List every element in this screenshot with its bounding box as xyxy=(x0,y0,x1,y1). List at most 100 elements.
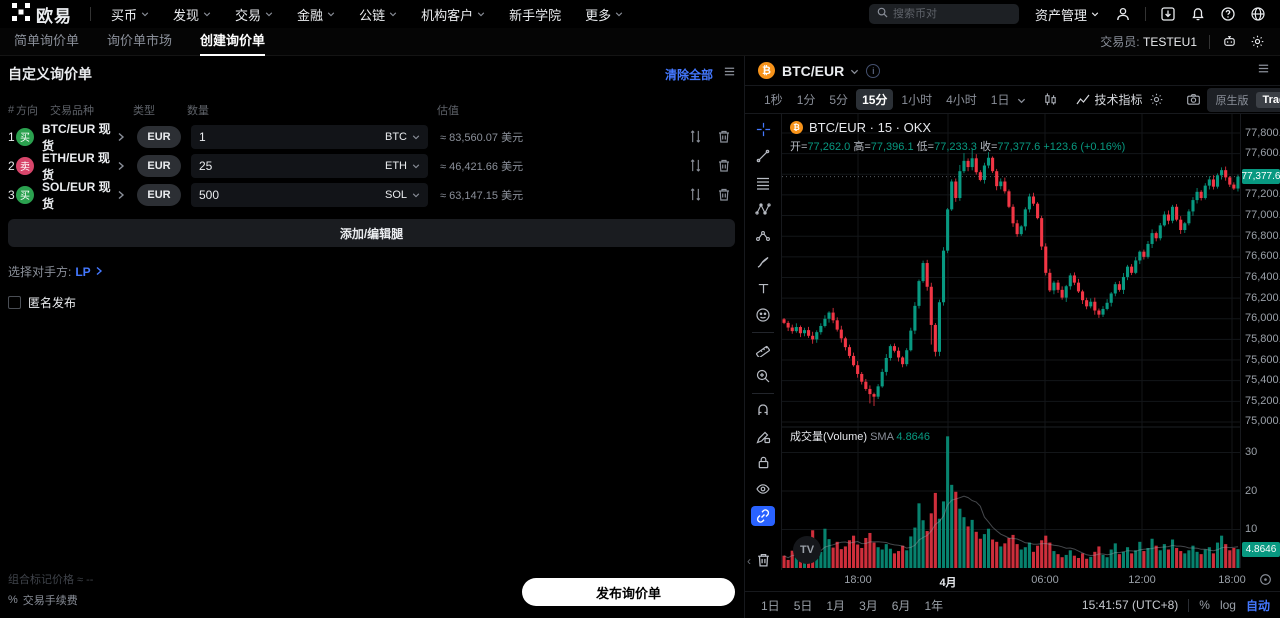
text-tool-icon[interactable] xyxy=(751,279,775,298)
swap-side-icon[interactable] xyxy=(688,187,703,202)
quantity-input[interactable]: 25 ETH xyxy=(191,153,428,178)
menu-buy-crypto[interactable]: 买币 xyxy=(99,5,161,24)
language-globe-icon[interactable] xyxy=(1250,6,1266,22)
brush-tool-icon[interactable] xyxy=(751,252,775,271)
toggle-native[interactable]: 原生版 xyxy=(1215,94,1249,107)
price-axis[interactable]: 77,800.077,600.077,400.077,200.077,000.0… xyxy=(1240,114,1280,568)
asset-management-menu[interactable]: 资产管理 xyxy=(1033,5,1101,24)
pair-selector[interactable]: BTC/EUR 现货 xyxy=(42,121,111,153)
legend-title[interactable]: BTC/EUR · 15 · OKX xyxy=(809,120,932,135)
magnet-tool-icon[interactable] xyxy=(751,400,775,419)
info-icon[interactable]: i xyxy=(866,63,881,78)
tab-create-rfq[interactable]: 创建询价单 xyxy=(186,28,279,56)
range-1y[interactable]: 1年 xyxy=(924,598,944,613)
chevron-down-icon[interactable] xyxy=(850,67,859,75)
remove-drawings-trash-icon[interactable] xyxy=(751,551,775,570)
menu-more[interactable]: 更多 xyxy=(573,5,635,24)
okx-logo[interactable]: 欧易 xyxy=(0,2,82,27)
range-5d[interactable]: 5日 xyxy=(793,598,813,613)
settings-gear-icon[interactable] xyxy=(1250,34,1266,50)
menu-academy[interactable]: 新手学院 xyxy=(509,7,562,23)
log-scale-button[interactable]: log xyxy=(1219,598,1236,612)
collapse-panel-chevron[interactable]: ‹ xyxy=(747,554,751,568)
interval-5m[interactable]: 5分 xyxy=(829,93,849,107)
toggle-tradingview[interactable]: TradingView xyxy=(1255,91,1280,108)
search-input[interactable] xyxy=(892,8,1003,20)
drawing-mode-lock-icon[interactable] xyxy=(751,427,775,446)
menu-finance[interactable]: 金融 xyxy=(285,5,347,24)
tradingview-watermark[interactable]: TV xyxy=(793,536,821,564)
percent-scale-button[interactable]: % xyxy=(1199,598,1210,612)
axis-target-icon[interactable] xyxy=(1259,573,1272,589)
pattern-tool-icon[interactable] xyxy=(751,199,775,218)
anonymous-checkbox[interactable] xyxy=(8,296,21,309)
menu-institutional[interactable]: 机构客户 xyxy=(409,5,497,24)
chevron-right-icon[interactable] xyxy=(95,265,103,279)
unit-select[interactable]: ETH xyxy=(385,160,420,172)
sync-link-tool-icon[interactable] xyxy=(751,506,775,526)
auto-scale-button[interactable]: 自动 xyxy=(1245,598,1270,613)
time-axis[interactable]: 18:00 4月 06:00 12:00 18:00 xyxy=(745,570,1280,592)
bot-icon[interactable] xyxy=(1222,34,1238,50)
download-app-icon[interactable] xyxy=(1160,6,1176,22)
emoji-tool-icon[interactable] xyxy=(751,305,775,324)
range-1m[interactable]: 1月 xyxy=(826,598,846,613)
pair-selector[interactable]: ETH/EUR 现货 xyxy=(42,150,111,182)
publish-rfq-button[interactable]: 发布询价单 xyxy=(522,578,735,606)
indicators-button[interactable]: 技术指标 xyxy=(1076,91,1143,108)
candlestick-plot[interactable] xyxy=(782,114,1240,568)
delete-leg-icon[interactable] xyxy=(717,187,732,202)
prediction-tool-icon[interactable] xyxy=(751,226,775,245)
chevron-right-icon[interactable] xyxy=(117,161,125,171)
clock-utc[interactable]: 15:41:57 (UTC+8) xyxy=(1081,598,1179,612)
interval-1h[interactable]: 1小时 xyxy=(901,93,933,107)
fib-lines-tool-icon[interactable] xyxy=(751,173,775,192)
interval-1d[interactable]: 1日 xyxy=(990,93,1010,107)
unit-select[interactable]: SOL xyxy=(385,189,420,201)
chevron-right-icon[interactable] xyxy=(117,190,125,200)
delete-leg-icon[interactable] xyxy=(717,129,732,144)
swap-side-icon[interactable] xyxy=(688,129,703,144)
unit-select[interactable]: BTC xyxy=(385,131,420,143)
pair-selector[interactable]: SOL/EUR 现货 xyxy=(42,179,111,211)
chart-settings-gear-icon[interactable] xyxy=(1149,92,1164,108)
tab-simple-rfq[interactable]: 简单询价单 xyxy=(14,32,80,48)
range-1d[interactable]: 1日 xyxy=(761,598,780,613)
help-icon[interactable] xyxy=(1220,6,1236,22)
crosshair-cursor-icon[interactable] xyxy=(751,120,775,139)
menu-discover[interactable]: 发现 xyxy=(161,5,223,24)
menu-trade[interactable]: 交易 xyxy=(223,5,285,24)
quantity-input[interactable]: 500 SOL xyxy=(191,182,428,207)
delete-leg-icon[interactable] xyxy=(717,158,732,173)
list-menu-icon[interactable] xyxy=(723,65,736,83)
add-edit-legs-button[interactable]: 添加/编辑腿 xyxy=(8,219,735,247)
lock-drawings-icon[interactable] xyxy=(751,453,775,472)
swap-side-icon[interactable] xyxy=(688,158,703,173)
clear-all-link[interactable]: 清除全部 xyxy=(664,67,713,82)
hide-drawings-eye-icon[interactable] xyxy=(751,480,775,499)
interval-1m[interactable]: 1分 xyxy=(796,93,816,107)
search-box[interactable] xyxy=(868,4,1019,24)
range-3m[interactable]: 3月 xyxy=(859,598,878,613)
menu-chain[interactable]: 公链 xyxy=(347,5,409,24)
range-6m[interactable]: 6月 xyxy=(891,598,911,613)
interval-15m[interactable]: 15分 xyxy=(856,89,894,110)
measure-ruler-icon[interactable] xyxy=(751,340,775,359)
profile-icon[interactable] xyxy=(1115,6,1131,22)
candle-style-icon[interactable] xyxy=(1043,92,1058,108)
interval-1s[interactable]: 1秒 xyxy=(764,93,783,107)
type-currency-pill[interactable]: EUR xyxy=(137,125,181,148)
chevron-right-icon[interactable] xyxy=(117,132,125,142)
quantity-input[interactable]: 1 BTC xyxy=(191,124,428,149)
type-currency-pill[interactable]: EUR xyxy=(137,154,181,177)
snapshot-camera-icon[interactable] xyxy=(1186,92,1201,108)
trendline-tool-icon[interactable] xyxy=(751,146,775,165)
notifications-bell-icon[interactable] xyxy=(1190,6,1206,22)
chart-menu-icon[interactable] xyxy=(1257,62,1270,80)
chart-symbol[interactable]: BTC/EUR xyxy=(782,62,845,79)
chevron-down-icon[interactable] xyxy=(1017,96,1026,104)
zoom-in-tool-icon[interactable] xyxy=(751,366,775,385)
counterparty-lp-link[interactable]: LP xyxy=(75,264,91,279)
tab-rfq-market[interactable]: 询价单市场 xyxy=(107,32,173,48)
interval-4h[interactable]: 4小时 xyxy=(946,93,977,107)
